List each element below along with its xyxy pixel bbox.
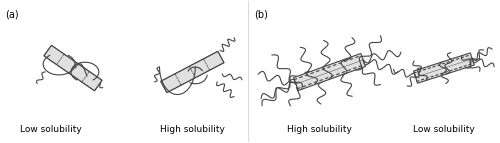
Polygon shape (294, 53, 366, 91)
Text: (b): (b) (254, 9, 268, 19)
Polygon shape (44, 45, 102, 91)
Polygon shape (161, 51, 224, 93)
Text: Low solubility: Low solubility (413, 125, 475, 134)
Text: Low solubility: Low solubility (20, 125, 82, 134)
Text: High solubility: High solubility (160, 125, 225, 134)
Text: (a): (a) (6, 9, 19, 19)
Text: High solubility: High solubility (287, 125, 352, 134)
Polygon shape (414, 53, 474, 83)
Polygon shape (44, 45, 102, 91)
Polygon shape (161, 51, 224, 93)
